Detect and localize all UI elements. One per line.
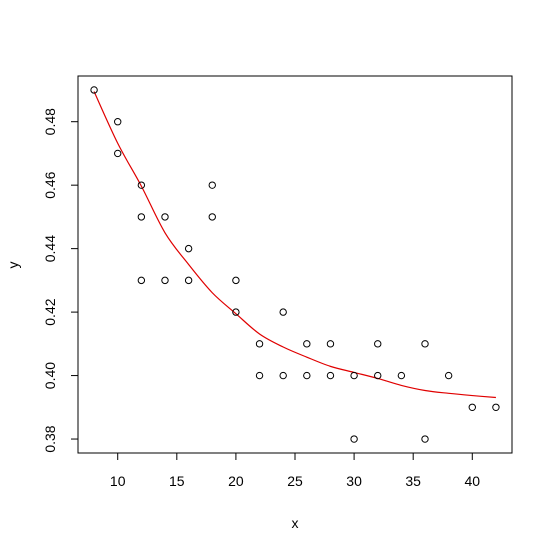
data-point (137, 181, 146, 189)
y-tick-label: 0.44 (42, 235, 58, 262)
data-point (303, 340, 311, 348)
data-point (232, 276, 240, 285)
x-tick-label: 10 (110, 473, 126, 489)
data-point (303, 371, 311, 380)
data-point (279, 371, 287, 380)
data-point (492, 403, 500, 412)
y-axis: 0.38 0.40 0.42 0.44 0.46 0.48 (42, 108, 79, 453)
data-point (326, 340, 335, 348)
y-tick-label: 0.42 (42, 298, 58, 325)
x-tick-label: 15 (169, 473, 185, 489)
data-point (114, 149, 122, 158)
data-point (255, 371, 264, 380)
x-tick-label: 35 (405, 473, 421, 489)
data-point (137, 213, 146, 221)
y-axis-label: y (5, 262, 21, 269)
data-point (161, 276, 169, 285)
data-point (232, 308, 240, 316)
x-axis-label: x (292, 515, 299, 531)
data-point (184, 276, 193, 285)
y-tick-label: 0.38 (42, 425, 58, 452)
data-point (374, 340, 382, 348)
data-point (114, 117, 122, 126)
y-tick-label: 0.46 (42, 171, 58, 198)
x-tick-label: 20 (228, 473, 244, 489)
data-point (255, 340, 264, 348)
data-point (374, 371, 382, 380)
data-point (161, 213, 169, 221)
data-point (421, 340, 429, 348)
data-point (90, 86, 98, 94)
x-tick-label: 25 (287, 473, 303, 489)
data-point (444, 371, 453, 380)
plot-frame (77, 75, 513, 454)
data-point (208, 213, 216, 221)
data-point (184, 244, 193, 253)
x-tick-label: 30 (346, 473, 362, 489)
x-axis: 10 15 20 25 30 35 40 (110, 452, 480, 489)
data-point (468, 403, 476, 412)
data-point (137, 276, 146, 285)
data-point (350, 435, 358, 443)
data-point (326, 371, 335, 380)
data-points (90, 86, 500, 443)
data-point (208, 181, 216, 189)
y-tick-label: 0.40 (42, 362, 58, 389)
y-tick-label: 0.48 (42, 108, 58, 135)
data-point (421, 435, 429, 443)
data-point (279, 308, 287, 316)
data-point (397, 371, 406, 380)
x-tick-label: 40 (464, 473, 480, 489)
data-point (350, 371, 358, 380)
fit-curve (93, 91, 496, 399)
